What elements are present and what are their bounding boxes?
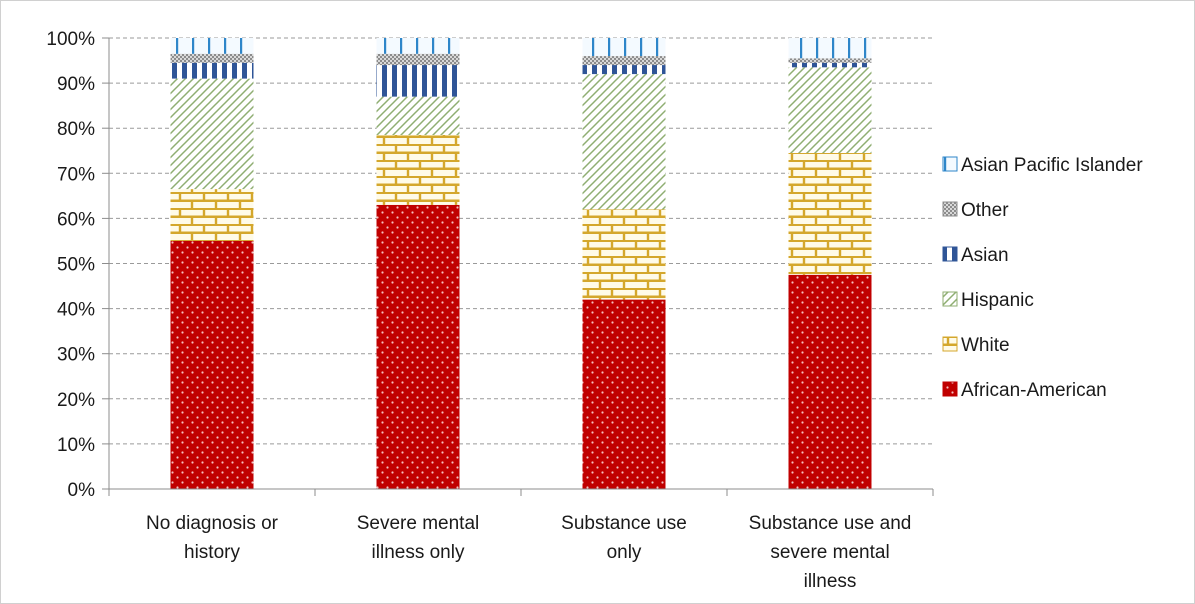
legend-swatch bbox=[942, 336, 958, 352]
bar-segment-hispanic bbox=[582, 74, 666, 210]
legend-label: White bbox=[961, 335, 1010, 356]
legend-label: Other bbox=[961, 200, 1009, 221]
legend-label: Asian Pacific Islander bbox=[961, 155, 1143, 176]
x-category-label: history bbox=[184, 542, 240, 563]
bar-segment-african-american bbox=[582, 299, 666, 489]
bar-segment-asian-pacific-islander bbox=[788, 38, 872, 59]
bar-segment-asian bbox=[376, 65, 460, 97]
x-category-labels: No diagnosis or history Severe mental illne… bbox=[146, 513, 911, 592]
legend-swatch bbox=[942, 381, 958, 397]
x-category-label: only bbox=[607, 542, 642, 563]
y-tick-label: 10% bbox=[57, 435, 95, 456]
y-tick-label: 80% bbox=[57, 119, 95, 140]
y-tick-label: 100% bbox=[46, 29, 95, 50]
y-tick-label: 60% bbox=[57, 209, 95, 230]
legend-label: Hispanic bbox=[961, 290, 1034, 311]
legend: Asian Pacific Islander Other Asian Hispanic… bbox=[942, 155, 1143, 401]
bar-segment-white bbox=[170, 189, 254, 241]
x-category-label: Severe mental bbox=[357, 513, 480, 534]
bar-segment-white bbox=[788, 153, 872, 275]
bar-segment-hispanic bbox=[788, 67, 872, 154]
bar-segment-african-american bbox=[376, 204, 460, 489]
y-tick-label: 90% bbox=[57, 74, 95, 95]
bar-segment-white bbox=[376, 134, 460, 205]
x-category-label: illness only bbox=[372, 542, 465, 563]
bar-segment-hispanic bbox=[170, 78, 254, 190]
x-category-label: No diagnosis or bbox=[146, 513, 279, 534]
bar-segment-asian-pacific-islander bbox=[170, 38, 254, 54]
x-category-label: Substance use bbox=[561, 513, 687, 534]
y-tick-label: 20% bbox=[57, 390, 95, 411]
y-tick-labels: 0% 10% 20% 30% 40% 50% 60% 70% 80% 90% 100% bbox=[46, 29, 95, 501]
bar-segment-hispanic bbox=[376, 96, 460, 135]
bar-segment-other bbox=[376, 53, 460, 66]
y-tick-label: 40% bbox=[57, 300, 95, 321]
x-category-label: illness bbox=[804, 571, 857, 592]
bar-segment-other bbox=[788, 58, 872, 63]
legend-label: Asian bbox=[961, 245, 1009, 266]
bar-segment-african-american bbox=[788, 274, 872, 489]
legend-swatch bbox=[942, 201, 958, 217]
y-tick-label: 50% bbox=[57, 255, 95, 276]
bar-segment-asian bbox=[582, 65, 666, 75]
bars bbox=[170, 38, 872, 489]
axes bbox=[108, 38, 934, 496]
legend-swatch bbox=[942, 291, 958, 307]
bar-segment-other bbox=[582, 56, 666, 66]
x-category-label: severe mental bbox=[770, 542, 889, 563]
bar-segment-asian bbox=[788, 62, 872, 68]
legend-label: African-American bbox=[961, 380, 1107, 401]
y-tick-label: 0% bbox=[68, 480, 96, 501]
bar-segment-other bbox=[170, 53, 254, 63]
y-tick-label: 30% bbox=[57, 345, 95, 366]
y-tick-label: 70% bbox=[57, 164, 95, 185]
bar-segment-asian-pacific-islander bbox=[582, 38, 666, 57]
bar-segment-asian-pacific-islander bbox=[376, 38, 460, 54]
legend-swatch bbox=[942, 246, 958, 262]
bar-segment-african-american bbox=[170, 240, 254, 489]
legend-swatch bbox=[942, 156, 958, 172]
bar-segment-white bbox=[582, 209, 666, 300]
x-category-label: Substance use and bbox=[749, 513, 912, 534]
bar-segment-asian bbox=[170, 62, 254, 79]
